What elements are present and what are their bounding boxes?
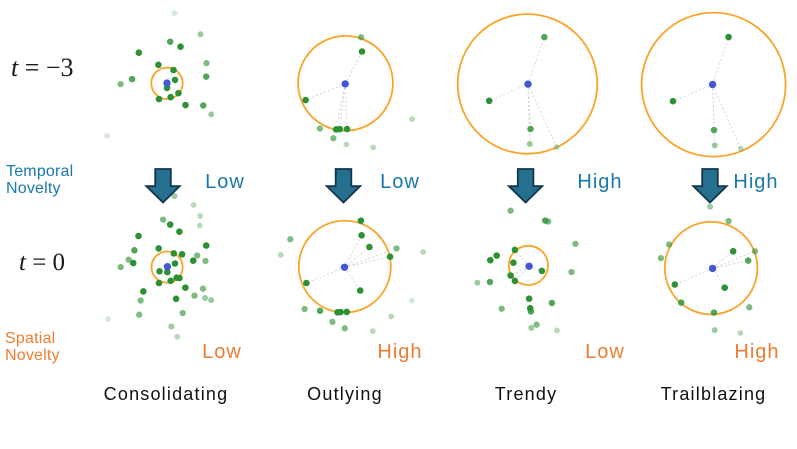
svg-text:Spatial: Spatial	[5, 330, 55, 347]
svg-text:Low: Low	[202, 341, 242, 363]
svg-text:Low: Low	[585, 341, 625, 363]
svg-text:t = 0: t = 0	[19, 249, 65, 276]
svg-text:High: High	[377, 341, 422, 363]
svg-text:Consolidating: Consolidating	[104, 384, 229, 404]
svg-text:Trendy: Trendy	[495, 384, 558, 404]
svg-text:Outlying: Outlying	[307, 384, 383, 404]
svg-text:Low: Low	[380, 171, 420, 193]
svg-text:Trailblazing: Trailblazing	[661, 384, 767, 404]
svg-text:t = −3: t = −3	[11, 53, 74, 82]
svg-text:Temporal: Temporal	[6, 163, 73, 180]
svg-text:Novelty: Novelty	[6, 180, 61, 197]
svg-text:High: High	[577, 171, 622, 193]
svg-text:High: High	[734, 341, 779, 363]
svg-text:High: High	[733, 171, 778, 193]
svg-text:Novelty: Novelty	[5, 347, 60, 364]
svg-text:Low: Low	[205, 171, 245, 193]
